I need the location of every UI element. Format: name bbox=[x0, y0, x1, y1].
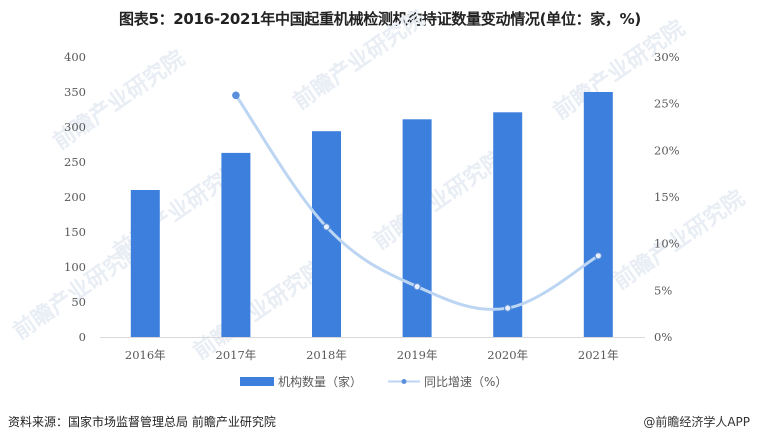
x-tick-label: 2021年 bbox=[578, 348, 619, 362]
legend-bar-swatch bbox=[240, 377, 274, 386]
bar bbox=[583, 92, 613, 337]
bar-series bbox=[130, 92, 613, 337]
line-marker bbox=[594, 252, 603, 260]
line-series bbox=[232, 91, 603, 312]
line-marker bbox=[232, 91, 240, 100]
left-tick-label: 400 bbox=[64, 50, 86, 64]
bar bbox=[402, 119, 432, 337]
legend-line-label: 同比增速（%） bbox=[424, 375, 507, 389]
x-tick-label: 2018年 bbox=[306, 348, 347, 362]
right-tick-label: 30% bbox=[654, 50, 680, 64]
right-tick-label: 0% bbox=[654, 330, 672, 344]
bar bbox=[130, 190, 160, 337]
right-tick-label: 10% bbox=[654, 237, 680, 251]
watermark-text: 前瞻产业研究院 bbox=[369, 145, 510, 255]
right-tick-label: 15% bbox=[654, 190, 680, 204]
watermark-text: 前瞻产业研究院 bbox=[289, 5, 430, 115]
left-tick-label: 50 bbox=[71, 295, 86, 309]
legend: 机构数量（家） 同比增速（%） bbox=[240, 374, 507, 389]
watermark-text: 前瞻产业研究院 bbox=[9, 235, 150, 345]
left-tick-label: 250 bbox=[64, 155, 86, 169]
x-tick-label: 2019年 bbox=[397, 348, 438, 362]
bar bbox=[312, 131, 341, 337]
right-tick-label: 5% bbox=[654, 283, 672, 297]
right-tick-label: 25% bbox=[654, 97, 680, 111]
left-tick-label: 200 bbox=[64, 190, 86, 204]
left-tick-label: 350 bbox=[64, 85, 86, 99]
source-note: 资料来源：国家市场监督管理总局 前瞻产业研究院 bbox=[8, 415, 276, 429]
legend-line-marker bbox=[401, 379, 407, 384]
left-tick-label: 100 bbox=[64, 260, 86, 274]
left-tick-label: 150 bbox=[64, 225, 86, 239]
line-marker bbox=[503, 304, 512, 312]
legend-bar-label: 机构数量（家） bbox=[278, 374, 362, 389]
bar bbox=[493, 112, 523, 337]
x-tick-label: 2017年 bbox=[216, 348, 257, 362]
credit-note: @前瞻经济学人APP bbox=[643, 415, 750, 429]
growth-line bbox=[234, 94, 600, 311]
left-tick-label: 300 bbox=[64, 120, 86, 134]
x-tick-label: 2016年 bbox=[125, 348, 166, 362]
bar bbox=[221, 152, 251, 337]
x-axis: 2016年 2017年 2018年 2019年 2020年 2021年 bbox=[125, 348, 619, 362]
chart-title: 图表5：2016-2021年中国起重机械检测机构持证数量变动情况(单位：家，%) bbox=[119, 10, 641, 28]
right-axis: 0% 5% 10% 15% 20% 25% 30% bbox=[654, 50, 680, 344]
right-tick-label: 20% bbox=[654, 143, 680, 157]
line-marker bbox=[322, 223, 331, 231]
left-axis: 0 50 100 150 200 250 300 350 400 bbox=[64, 50, 86, 344]
line-marker bbox=[413, 282, 421, 291]
left-tick-label: 0 bbox=[79, 330, 86, 344]
x-tick-label: 2020年 bbox=[487, 348, 528, 362]
